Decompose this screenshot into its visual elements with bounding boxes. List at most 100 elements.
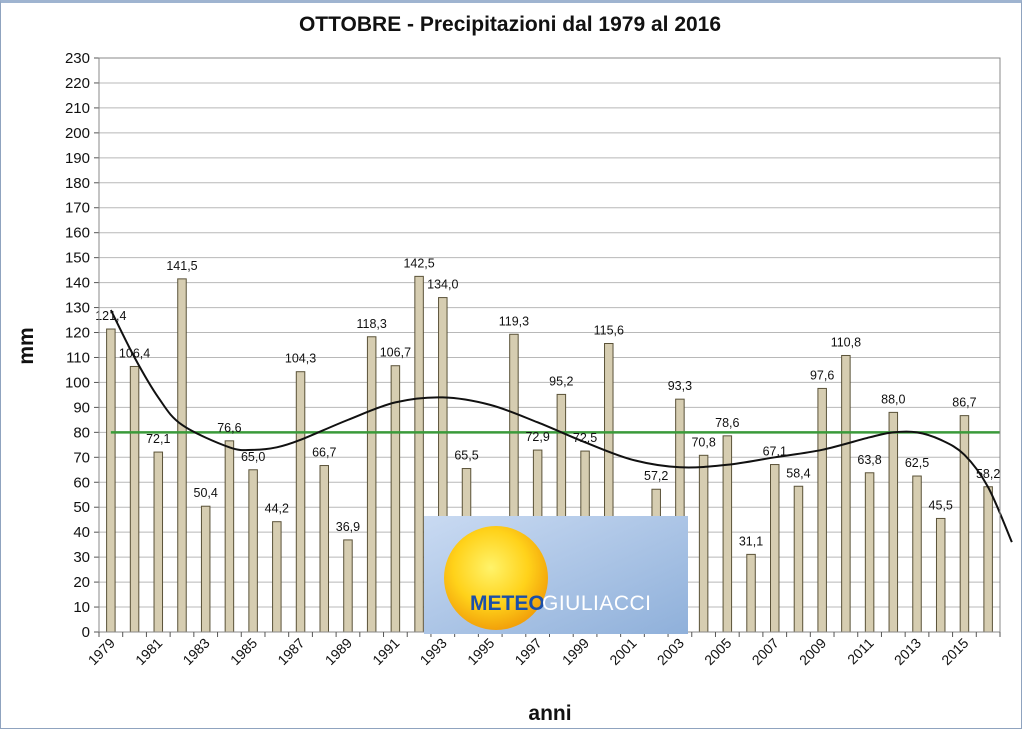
data-label-1992: 142,5	[403, 256, 434, 270]
data-label-1999: 72,5	[573, 431, 597, 445]
x-tick-label: 1987	[274, 635, 307, 668]
bar-1985	[248, 469, 258, 633]
bar-2009	[817, 387, 827, 633]
data-label-1990: 118,3	[356, 317, 386, 331]
bar-1984	[224, 440, 235, 633]
data-label-1993: 134,0	[427, 278, 458, 292]
y-tick-label: 20	[73, 574, 90, 591]
x-tick-label: 1995	[464, 635, 497, 668]
y-tick-label: 170	[65, 200, 90, 217]
bar-2012	[888, 411, 899, 633]
data-label-1989: 36,9	[336, 520, 360, 534]
y-axis-label: mm	[15, 327, 38, 364]
y-tick-label: 140	[65, 275, 90, 292]
x-tick-label: 1997	[511, 635, 544, 668]
bar-1983	[200, 505, 211, 633]
x-tick-label: 2001	[606, 635, 639, 668]
y-tick-label: 70	[73, 449, 90, 466]
y-tick-label: 200	[65, 125, 90, 142]
x-tick-label: 1999	[559, 635, 592, 668]
x-tick-label: 1985	[227, 635, 260, 668]
data-label-1998: 95,2	[549, 374, 573, 388]
meteo-giuliacci-logo: METEO GIULIACCI	[424, 516, 688, 634]
data-label-2007: 67,1	[763, 445, 787, 459]
bar-1990	[366, 336, 377, 633]
logo-text-giuliacci: GIULIACCI	[542, 592, 652, 615]
y-tick-label: 120	[65, 325, 90, 342]
x-tick-label: 1989	[322, 635, 355, 668]
x-tick-label: 2011	[844, 635, 877, 668]
data-label-1980: 106,4	[119, 346, 150, 360]
data-label-1984: 76,6	[217, 421, 241, 435]
y-tick-label: 210	[65, 100, 90, 117]
data-label-1991: 106,7	[380, 346, 411, 360]
y-tick-label: 100	[65, 374, 90, 391]
bar-1981	[153, 451, 164, 633]
y-tick-label: 40	[73, 524, 90, 541]
x-tick-label: 2013	[891, 635, 924, 668]
y-tick-label: 230	[65, 50, 90, 67]
data-label-1985: 65,0	[241, 450, 265, 464]
bar-2007	[770, 464, 780, 633]
data-label-1979: 121,4	[95, 309, 126, 323]
y-tick-label: 190	[65, 150, 90, 167]
sun-icon	[444, 526, 548, 630]
x-tick-label: 2015	[938, 635, 971, 668]
bar-2010	[841, 354, 851, 633]
x-tick-label: 1983	[179, 635, 212, 668]
bar-1992	[414, 275, 424, 633]
data-label-2016: 58,2	[976, 467, 1000, 481]
bar-1986	[272, 521, 282, 633]
data-label-2003: 93,3	[668, 379, 692, 393]
data-label-1981: 72,1	[146, 432, 170, 446]
data-label-2009: 97,6	[810, 368, 834, 382]
y-tick-label: 180	[65, 175, 90, 192]
y-tick-label: 80	[73, 424, 90, 441]
bar-2015	[959, 415, 970, 633]
data-label-2011: 63,8	[857, 453, 881, 467]
data-label-2010: 110,8	[831, 335, 861, 349]
y-tick-label: 220	[65, 75, 90, 92]
y-tick-label: 150	[65, 250, 90, 267]
data-label-1988: 66,7	[312, 446, 336, 460]
bar-1980	[129, 365, 140, 633]
x-tick-label: 1981	[132, 635, 165, 668]
bar-1988	[319, 465, 329, 633]
x-tick-label: 1991	[369, 635, 402, 668]
x-tick-label: 2009	[796, 635, 829, 668]
y-tick-label: 160	[65, 225, 90, 242]
x-tick-label: 2005	[701, 635, 734, 668]
x-tick-label: 2003	[654, 635, 687, 668]
bar-2013	[912, 475, 922, 633]
bar-2004	[698, 454, 709, 633]
bar-2011	[864, 472, 875, 633]
data-label-2005: 78,6	[715, 416, 739, 430]
bar-2006	[746, 553, 756, 633]
y-tick-label: 10	[73, 599, 90, 616]
bar-1979	[106, 328, 116, 633]
data-label-1987: 104,3	[285, 352, 316, 366]
data-label-1994: 65,5	[454, 449, 478, 463]
y-tick-label: 0	[82, 624, 90, 641]
data-label-2013: 62,5	[905, 456, 929, 470]
data-label-2008: 58,4	[786, 466, 810, 480]
data-label-2000: 115,6	[594, 324, 624, 338]
bar-2008	[793, 485, 804, 633]
data-label-1997: 72,9	[525, 430, 549, 444]
x-tick-label: 2007	[749, 635, 782, 668]
data-label-2014: 45,5	[929, 498, 953, 512]
logo-text-meteo: METEO	[470, 592, 545, 615]
data-label-1986: 44,2	[265, 502, 289, 516]
y-tick-label: 60	[73, 474, 90, 491]
data-label-2012: 88,0	[881, 392, 905, 406]
bar-2016	[983, 486, 993, 633]
y-tick-label: 90	[73, 399, 90, 416]
data-label-1982: 141,5	[166, 259, 197, 273]
y-tick-label: 130	[65, 300, 90, 317]
trend-curve	[109, 309, 1013, 543]
data-label-2004: 70,8	[691, 435, 715, 449]
data-label-1983: 50,4	[194, 486, 218, 500]
bar-2014	[935, 517, 946, 633]
